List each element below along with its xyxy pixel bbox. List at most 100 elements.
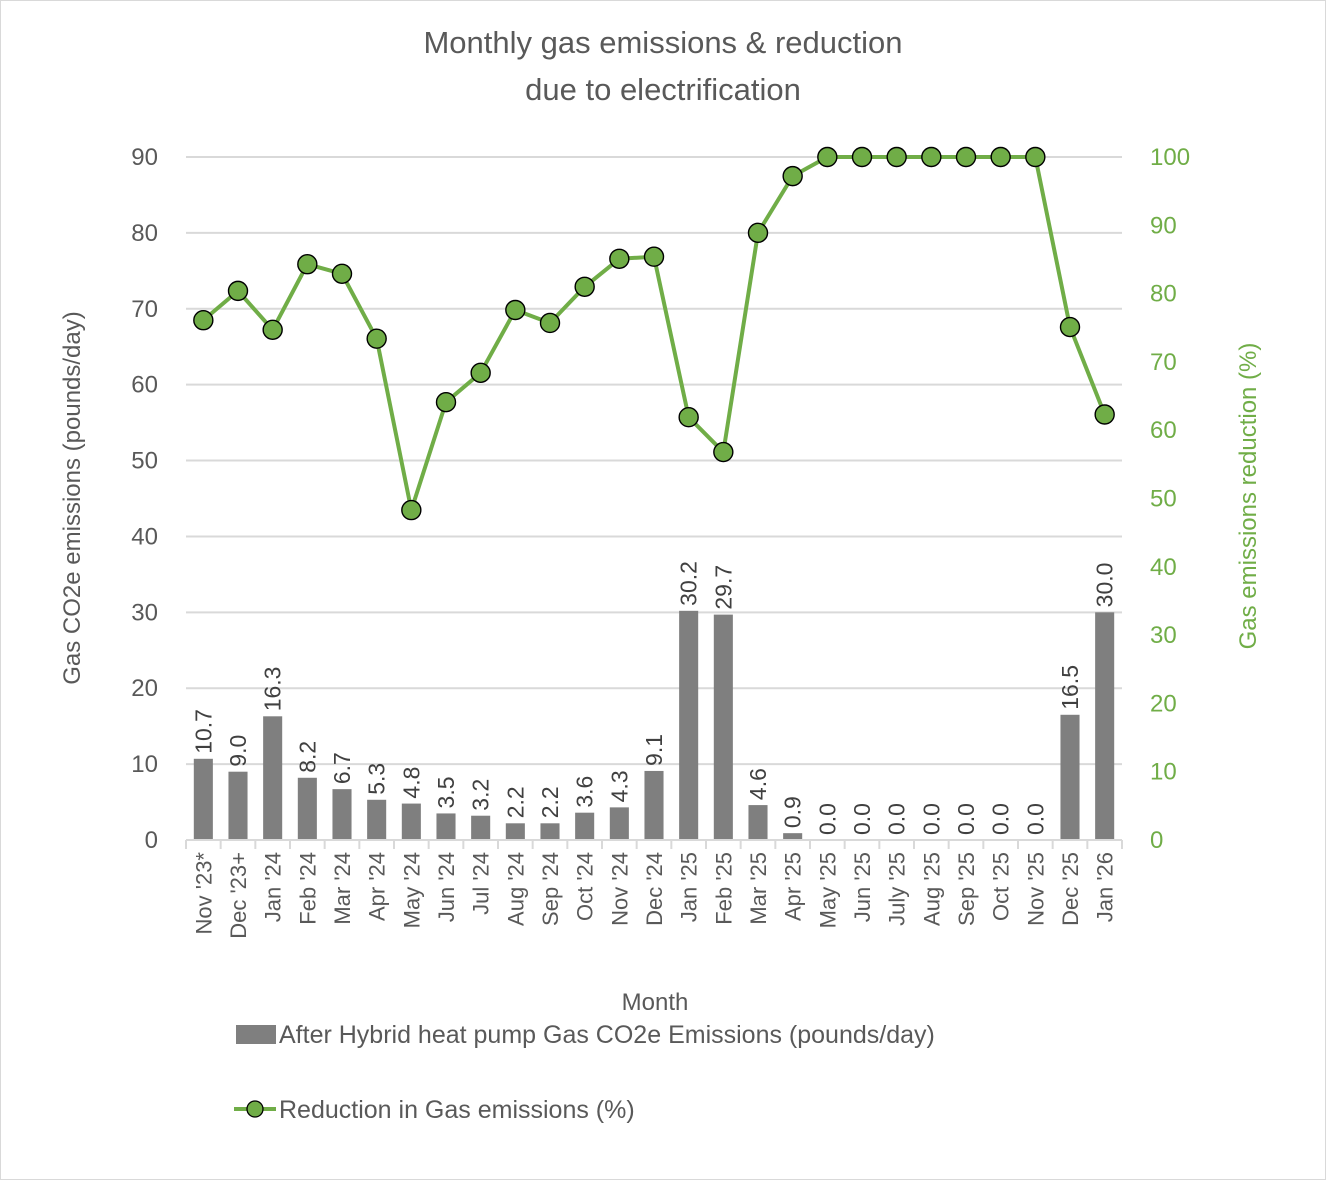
bar[interactable]: [297, 777, 317, 840]
bar-data-label: 3.2: [468, 779, 494, 811]
line-marker[interactable]: [470, 362, 491, 384]
line-marker[interactable]: [193, 310, 214, 331]
bar-data-label: 30.2: [676, 561, 702, 606]
y-axis-right: 0 10 20 30 40 50 60 70 80 90 100: [1150, 144, 1190, 854]
bar-data-label: 3.5: [433, 776, 459, 808]
line-marker[interactable]: [505, 299, 526, 321]
line-marker[interactable]: [990, 146, 1011, 168]
bar-data-label: 2.2: [502, 786, 528, 818]
y-tick-label: 0: [145, 827, 158, 854]
bar[interactable]: [228, 771, 248, 840]
y-tick-label: 60: [131, 372, 158, 399]
x-tick-label: May '24: [399, 852, 424, 928]
bar[interactable]: [713, 614, 733, 840]
y-axis-left: 0 10 20 30 40 50 60 70 80 90: [131, 144, 158, 854]
line-marker[interactable]: [609, 248, 630, 269]
line-marker[interactable]: [886, 146, 907, 168]
line-series: [193, 146, 1115, 521]
line-marker[interactable]: [539, 312, 561, 334]
x-tick-label: Jun '25: [850, 852, 875, 922]
bar-data-label: 8.2: [294, 741, 320, 773]
x-tick-label: Jan '26: [1093, 852, 1118, 922]
line-marker[interactable]: [1059, 316, 1081, 338]
x-tick-label: Jan '25: [677, 852, 702, 922]
bar-data-label: 0.0: [953, 803, 979, 835]
x-tick-label: Oct '24: [573, 852, 598, 921]
bar[interactable]: [436, 813, 456, 840]
line-marker[interactable]: [713, 441, 734, 463]
legend-item-bars[interactable]: After Hybrid heat pump Gas CO2e Emission…: [236, 1021, 935, 1049]
y-tick-label: 90: [131, 144, 158, 171]
x-tick-label: Jan '24: [261, 852, 286, 922]
bar[interactable]: [1095, 612, 1115, 840]
legend: After Hybrid heat pump Gas CO2e Emission…: [234, 1021, 935, 1124]
y2-tick-label: 70: [1150, 349, 1177, 376]
line-marker[interactable]: [435, 391, 457, 413]
line-marker[interactable]: [227, 280, 249, 302]
x-tick-label: Feb '25: [711, 852, 736, 925]
line-marker[interactable]: [297, 254, 318, 275]
y2-tick-label: 10: [1150, 759, 1177, 786]
bar-data-label: 2.2: [537, 786, 563, 818]
bar[interactable]: [540, 823, 560, 840]
x-tick-label: Jun '24: [434, 852, 459, 922]
line-marker[interactable]: [643, 246, 665, 267]
y2-tick-label: 0: [1150, 827, 1163, 854]
x-tick-label: Apr '25: [781, 852, 806, 921]
bar[interactable]: [575, 812, 595, 840]
bar[interactable]: [367, 799, 387, 840]
line-marker[interactable]: [401, 499, 422, 521]
line-marker[interactable]: [921, 146, 942, 168]
bar[interactable]: [471, 815, 491, 840]
bar[interactable]: [1060, 714, 1080, 840]
bar[interactable]: [748, 805, 768, 840]
line-marker[interactable]: [955, 146, 977, 168]
y2-tick-label: 20: [1150, 690, 1177, 717]
line-marker[interactable]: [851, 146, 873, 168]
x-tick-label: May '25: [815, 852, 840, 928]
line-marker[interactable]: [1025, 146, 1046, 168]
bar-data-label: 9.0: [225, 735, 251, 767]
line-marker[interactable]: [574, 276, 595, 297]
line-marker[interactable]: [782, 165, 803, 187]
bar[interactable]: [401, 803, 421, 840]
line-marker[interactable]: [747, 222, 769, 244]
bar[interactable]: [332, 789, 352, 840]
y2-tick-label: 80: [1150, 281, 1177, 308]
y-tick-label: 40: [131, 523, 158, 550]
y2-tick-label: 40: [1150, 554, 1177, 581]
bar-data-label: 0.0: [1022, 803, 1048, 835]
y-tick-label: 10: [131, 751, 158, 778]
line-marker[interactable]: [678, 407, 699, 428]
x-tick-label: Sep '25: [954, 852, 979, 926]
line-marker[interactable]: [331, 263, 353, 284]
bar-data-label: 4.8: [398, 767, 424, 799]
bar[interactable]: [193, 758, 213, 840]
bar[interactable]: [609, 807, 629, 840]
legend-label-bars: After Hybrid heat pump Gas CO2e Emission…: [279, 1021, 935, 1049]
line-marker[interactable]: [817, 146, 838, 168]
legend-item-line[interactable]: Reduction in Gas emissions (%): [234, 1096, 635, 1124]
line-marker[interactable]: [1094, 404, 1115, 425]
y-tick-label: 20: [131, 675, 158, 702]
bar[interactable]: [644, 770, 664, 840]
x-tick-label: July '25: [885, 852, 910, 926]
line-marker[interactable]: [366, 328, 387, 349]
bar[interactable]: [263, 716, 283, 840]
bar-data-label: 0.0: [849, 803, 875, 835]
y-axis-title: Gas CO2e emissions (pounds/day): [59, 311, 86, 685]
bar-data-label: 4.6: [745, 768, 771, 800]
chart-title-line-2: due to electrification: [525, 72, 801, 107]
y2-tick-label: 100: [1150, 144, 1190, 171]
x-axis-title: Month: [622, 989, 689, 1016]
bar[interactable]: [679, 610, 699, 840]
x-tick-label: Dec '23+: [226, 852, 251, 939]
bar[interactable]: [783, 833, 803, 840]
line-marker[interactable]: [262, 319, 283, 340]
bar-data-labels: 10.7 9.0 16.3 8.2 6.7 5.3 4.8 3.5 3.2 2.2 2.2 3.6 4.…: [190, 561, 1117, 835]
bar-data-label: 4.3: [606, 770, 632, 802]
bar-data-label: 9.1: [641, 734, 667, 766]
x-tick-label: Nov '25: [1023, 852, 1048, 926]
legend-marker-swatch: [246, 1100, 264, 1118]
bar[interactable]: [505, 823, 525, 840]
